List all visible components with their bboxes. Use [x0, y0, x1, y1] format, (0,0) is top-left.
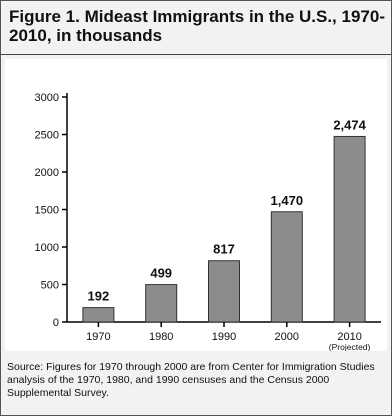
source-note: Source: Figures for 1970 through 2000 ar… [7, 361, 375, 399]
x-tick-label: 1990 [212, 331, 236, 343]
bar-2000 [270, 211, 303, 323]
x-tick-sublabel: (Projected) [329, 342, 371, 351]
y-tick-label: 0 [53, 317, 59, 329]
data-label: 192 [88, 289, 110, 304]
y-tick-label: 3000 [35, 92, 59, 104]
y-tick-label: 2000 [35, 167, 59, 179]
x-tick-label: 1970 [86, 331, 110, 343]
title-divider [1, 54, 391, 55]
y-tick-label: 2500 [35, 130, 59, 142]
data-label: 817 [213, 242, 235, 257]
x-tick-label: 1980 [149, 331, 173, 343]
data-label: 1,470 [271, 193, 304, 208]
bar-chart: 0 500 1000 1500 2000 2500 3000 192 1970 499 1980 81… [35, 92, 381, 351]
bar-1980 [145, 284, 178, 323]
bar-2010 [333, 135, 366, 323]
y-tick-label: 500 [41, 280, 59, 292]
bar-1970 [82, 307, 115, 323]
x-tick-label: 2000 [275, 331, 299, 343]
y-tick-label: 1000 [35, 242, 59, 254]
figure-title: Figure 1. Mideast Immigrants in the U.S.… [9, 7, 385, 45]
data-label: 499 [150, 266, 172, 281]
x-tick-label: 2010 [337, 331, 361, 343]
y-tick-label: 1500 [35, 205, 59, 217]
chart-panel: 0 500 1000 1500 2000 2500 3000 192 1970 499 1980 81… [5, 59, 387, 351]
bar-1990 [208, 260, 240, 323]
data-label: 2,474 [333, 117, 366, 132]
